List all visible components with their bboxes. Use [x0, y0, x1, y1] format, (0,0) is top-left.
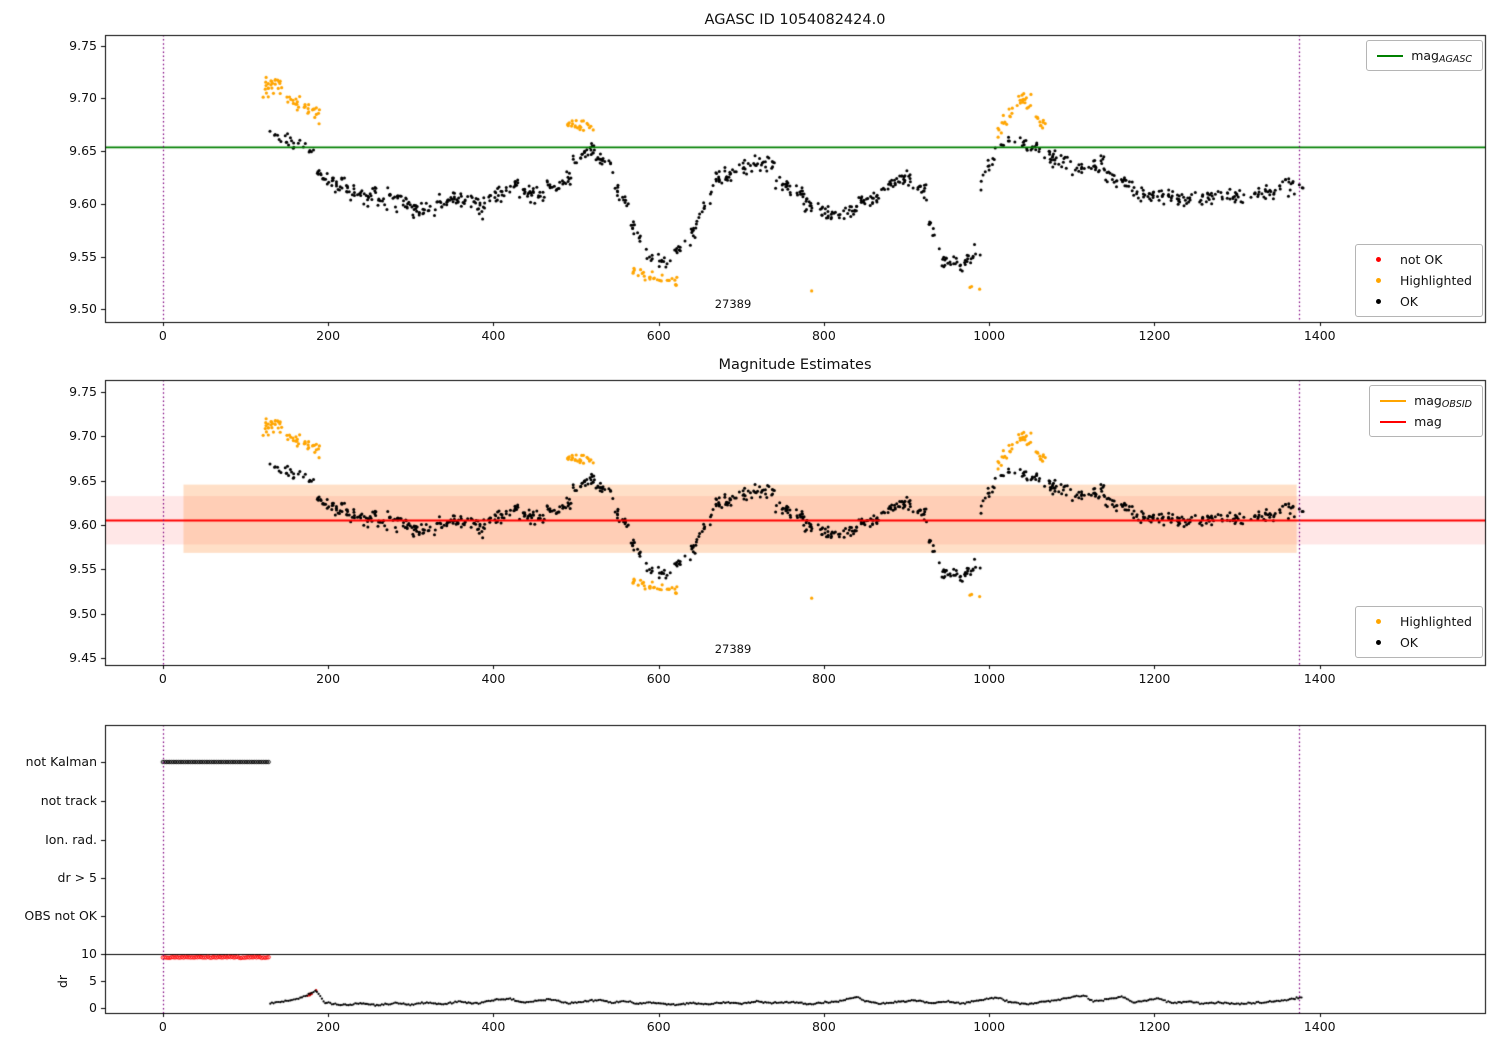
- legend-label: Highlighted: [1399, 273, 1472, 288]
- legend-label: Highlighted: [1399, 614, 1472, 629]
- legend-item-not-ok: not OK: [1366, 250, 1472, 269]
- legend-item-mag-agasc: magAGASC: [1377, 46, 1472, 65]
- x-tick-label: 1400: [1303, 1019, 1336, 1034]
- dot-swatch-icon: [1376, 257, 1382, 262]
- line-swatch-icon: [1377, 54, 1404, 57]
- y-tick-label: 9.50: [69, 301, 97, 317]
- x-tick-label: 400: [481, 671, 506, 686]
- y-tick-label: 9.65: [69, 143, 97, 159]
- line-swatch-icon: [1380, 399, 1407, 402]
- panel2-title: Magnitude Estimates: [718, 357, 872, 373]
- dot-swatch-wrap: [1366, 640, 1392, 645]
- dot-swatch-wrap: [1366, 278, 1392, 283]
- legend-item-highlighted: Highlighted: [1366, 271, 1472, 290]
- y-tick-label: 9.60: [69, 516, 97, 532]
- legend-label: magAGASC: [1411, 48, 1472, 65]
- legend-mag-agasc: magAGASC: [1366, 40, 1483, 71]
- legend-label-sub: OBSID: [1441, 399, 1472, 410]
- obsid-annotation-top: 27389: [714, 297, 752, 312]
- legend-label-sub: AGASC: [1438, 54, 1472, 65]
- legend-mag-lines: magOBSID mag: [1369, 385, 1483, 437]
- legend-item-mag-obsid: magOBSID: [1380, 391, 1472, 410]
- x-tick-label: 1200: [1138, 671, 1171, 686]
- dot-swatch-wrap: [1366, 619, 1392, 624]
- x-tick-label: 1400: [1303, 328, 1336, 343]
- x-tick-label: 1000: [973, 1019, 1006, 1034]
- x-tick-label: 1200: [1138, 328, 1171, 343]
- x-tick-label: 1400: [1303, 671, 1336, 686]
- legend-label-main: mag: [1414, 414, 1442, 429]
- x-tick-label: 200: [316, 671, 341, 686]
- legend-label: not OK: [1399, 252, 1443, 267]
- x-tick-label: 1200: [1138, 1019, 1171, 1034]
- dot-swatch-icon: [1376, 619, 1382, 624]
- legend-label: magOBSID: [1414, 393, 1472, 410]
- dr-tick-label: 5: [89, 972, 97, 988]
- legend-label: OK: [1399, 294, 1418, 309]
- dr-tick-label: 0: [89, 1000, 97, 1015]
- obsid-annotation-middle: 27389: [714, 641, 752, 656]
- dot-swatch-icon: [1376, 299, 1382, 304]
- y-tick-label: 9.55: [69, 248, 97, 264]
- legend-marker-classes-top-panel: not OK Highlighted OK: [1354, 244, 1483, 317]
- legend-item-ok: OK: [1366, 633, 1472, 652]
- x-tick-label: 800: [811, 328, 836, 343]
- flag-label-not-track: not track: [40, 793, 97, 808]
- x-tick-label: 0: [158, 328, 167, 343]
- x-tick-label: 800: [811, 671, 836, 686]
- x-tick-label: 600: [646, 1019, 671, 1034]
- y-tick-label: 9.55: [69, 561, 97, 577]
- line-swatch-icon: [1380, 420, 1407, 423]
- y-tick-label: 9.65: [69, 472, 97, 488]
- y-tick-label: 9.70: [69, 90, 97, 106]
- legend-marker-classes-middle-panel: Highlighted OK: [1354, 606, 1483, 658]
- x-tick-label: 600: [646, 328, 671, 343]
- x-tick-label: 800: [811, 1019, 836, 1034]
- flag-label-not-kalman: not Kalman: [25, 754, 97, 769]
- legend-label-main: mag: [1411, 48, 1439, 63]
- dot-swatch-wrap: [1366, 299, 1392, 304]
- y-tick-label: 9.45: [69, 649, 97, 665]
- y-tick-label: 9.75: [69, 37, 97, 53]
- dot-swatch-icon: [1376, 278, 1382, 283]
- flag-label-dr-gt-5: dr > 5: [57, 870, 97, 885]
- x-tick-label: 1000: [973, 328, 1006, 343]
- x-tick-label: 200: [316, 1019, 341, 1034]
- x-tick-label: 400: [481, 1019, 506, 1034]
- dr-axis-label: dr: [55, 974, 71, 989]
- flag-label-ion-rad: Ion. rad.: [45, 832, 97, 847]
- legend-label: mag: [1414, 414, 1442, 429]
- dot-swatch-icon: [1376, 640, 1382, 645]
- dot-swatch-wrap: [1366, 257, 1392, 262]
- x-tick-label: 0: [158, 671, 167, 686]
- legend-item-mag: mag: [1380, 412, 1472, 431]
- y-tick-label: 9.70: [69, 428, 97, 444]
- x-tick-label: 0: [158, 1019, 167, 1034]
- legend-label-main: mag: [1414, 393, 1442, 408]
- x-tick-label: 600: [646, 671, 671, 686]
- y-tick-label: 9.75: [69, 383, 97, 399]
- y-tick-label: 9.60: [69, 195, 97, 211]
- x-tick-label: 200: [316, 328, 341, 343]
- flag-label-obs-not-ok: OBS not OK: [24, 908, 97, 923]
- x-tick-label: 1000: [973, 671, 1006, 686]
- legend-label: OK: [1399, 635, 1418, 650]
- legend-item-ok: OK: [1366, 292, 1472, 311]
- legend-item-highlighted: Highlighted: [1366, 612, 1472, 631]
- y-tick-label: 9.50: [69, 605, 97, 621]
- x-tick-label: 400: [481, 328, 506, 343]
- panel1-title: AGASC ID 1054082424.0: [704, 12, 886, 28]
- dr-tick-label: 10: [81, 945, 97, 961]
